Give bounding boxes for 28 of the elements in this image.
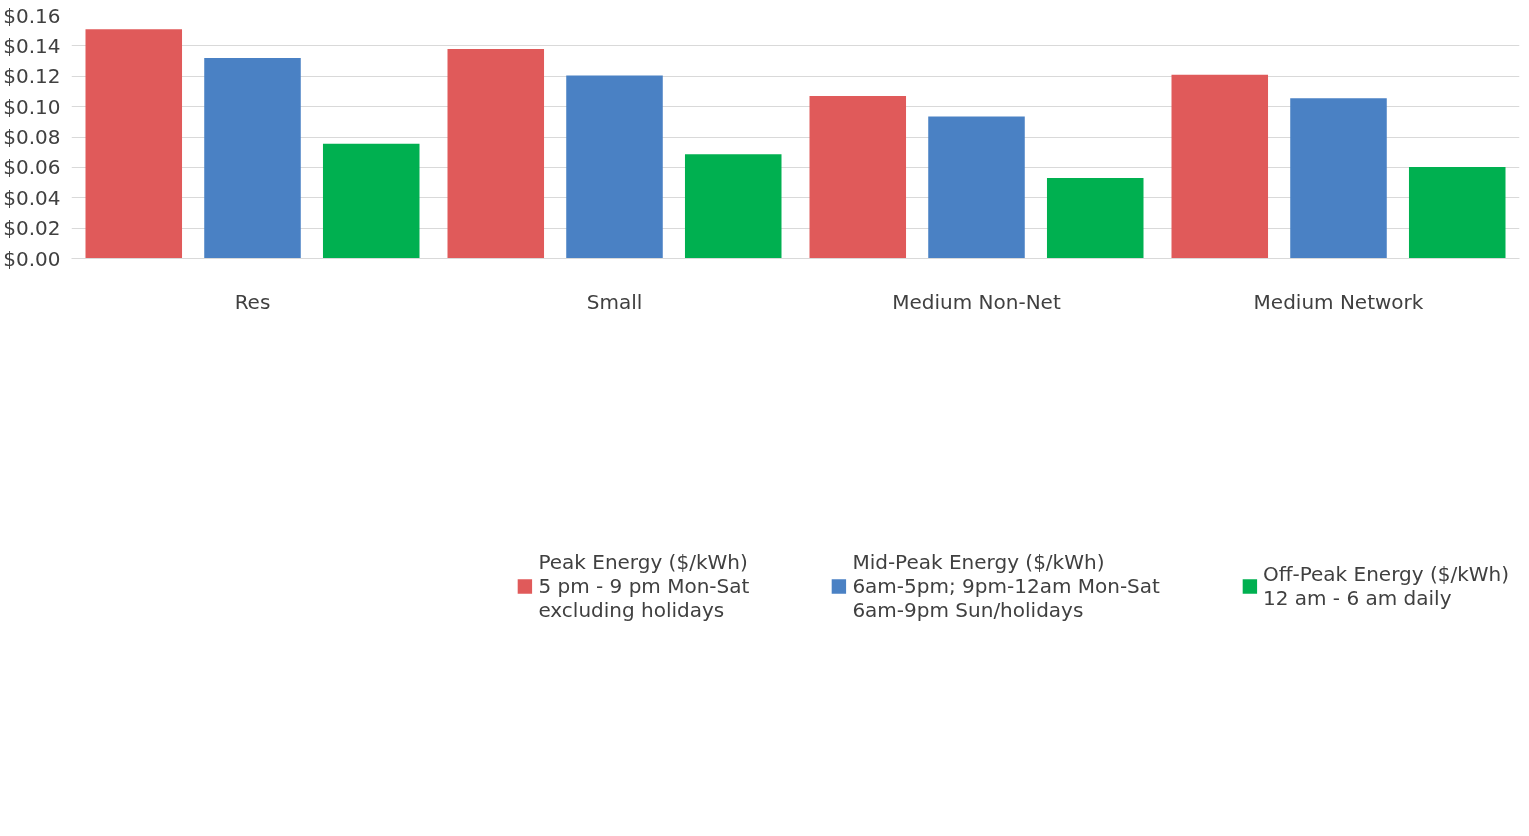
x-tick-label: Small — [586, 289, 643, 314]
bar — [1408, 167, 1506, 259]
y-tick-label: $0.10 — [3, 94, 61, 119]
x-tick-label: Medium Network — [1253, 289, 1424, 314]
legend-label: Off-Peak Energy ($/kWh) 12 am - 6 am daily — [1262, 561, 1509, 612]
x-tick-label: Medium Non-Net — [892, 289, 1061, 314]
y-tick-label: $0.04 — [3, 185, 61, 210]
y-tick-label: $0.14 — [3, 33, 61, 58]
bar — [447, 48, 545, 259]
bar — [1171, 74, 1269, 259]
bar — [684, 154, 782, 259]
y-tick-label: $0.08 — [3, 125, 61, 149]
bar — [566, 75, 663, 259]
y-tick-label: $0.02 — [3, 216, 61, 241]
y-tick-label: $0.16 — [3, 3, 61, 28]
bar — [322, 143, 420, 259]
bar — [204, 58, 301, 259]
x-tick-label: Res — [234, 289, 271, 314]
bar — [1046, 178, 1144, 259]
bar — [1290, 98, 1387, 259]
legend-label: Mid-Peak Energy ($/kWh) 6am-5pm; 9pm-12am Mon-Sat 6am-9pm Sun/holidays — [852, 550, 1160, 622]
y-tick-label: $0.12 — [3, 64, 61, 89]
bar — [928, 116, 1025, 259]
y-tick-label: $0.06 — [3, 155, 61, 180]
legend-label: Peak Energy ($/kWh) 5 pm - 9 pm Mon-Sat excluding holidays — [538, 550, 750, 622]
y-tick-label: $0.00 — [3, 246, 61, 271]
bar — [809, 95, 907, 259]
bar — [85, 29, 183, 259]
